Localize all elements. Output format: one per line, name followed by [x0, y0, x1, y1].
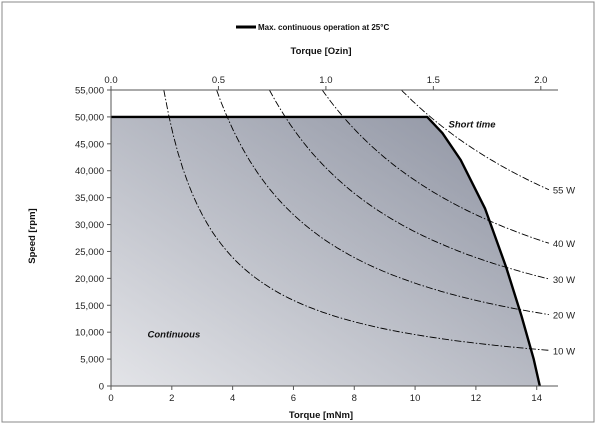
y-tick-label: 15,000: [75, 301, 104, 312]
y-tick-label: 50,000: [75, 112, 104, 123]
x-tick-label: 4: [230, 393, 235, 404]
region-label: Continuous: [147, 330, 200, 341]
power-curve-label: 20 W: [553, 311, 575, 322]
x-tick-label: 12: [471, 393, 482, 404]
x-tick-label: 10: [410, 393, 421, 404]
x-tick-label: 0: [108, 393, 113, 404]
y-tick-label: 30,000: [75, 220, 104, 231]
legend-label: Max. continuous operation at 25°C: [258, 23, 389, 32]
power-curve-label: 55 W: [553, 186, 575, 197]
x-primary-title: Torque [mNm]: [289, 410, 353, 421]
axes: [107, 86, 558, 390]
y-tick-label: 40,000: [75, 166, 104, 177]
x-secondary-tick-label: 0.5: [212, 75, 225, 86]
chart-border: [1, 1, 595, 423]
operating-area: [111, 116, 540, 387]
region-labels: Continuous Short time: [147, 120, 496, 341]
power-curve-label: 40 W: [553, 239, 575, 250]
y-tick-label: 35,000: [75, 193, 104, 204]
power-curve-10w: [163, 89, 549, 351]
continuous-region-fill: [111, 116, 540, 387]
power-curve-55w: [401, 89, 550, 191]
power-curves: 10 W 20 W 30 W 40 W 55 W: [163, 89, 575, 357]
max-continuous-boundary: [111, 115, 541, 387]
y-axis-title: Speed [rpm]: [27, 208, 38, 263]
x-secondary-title: Torque [Ozin]: [290, 46, 351, 57]
power-curve-label: 30 W: [553, 275, 575, 286]
power-curve-30w: [269, 89, 550, 280]
y-tick-label: 0: [99, 382, 104, 393]
x-tick-label: 14: [531, 393, 542, 404]
legend: Max. continuous operation at 25°C: [236, 23, 389, 32]
power-curve-20w: [216, 89, 549, 316]
y-tick-label: 20,000: [75, 274, 104, 285]
y-tick-label: 5,000: [80, 355, 104, 366]
x-tick-label: 8: [352, 393, 357, 404]
y-tick-label: 55,000: [75, 86, 104, 97]
x-tick-label: 2: [169, 393, 174, 404]
x-tick-label: 6: [291, 393, 296, 404]
x-secondary-tick-label: 1.0: [319, 75, 332, 86]
x-secondary-tick-label: 1.5: [427, 75, 440, 86]
y-tick-label: 25,000: [75, 247, 104, 258]
boundary-layer: [111, 115, 541, 387]
y-tick-label: 45,000: [75, 139, 104, 150]
y-tick-label: 10,000: [75, 328, 104, 339]
x-secondary-tick-label: 2.0: [534, 75, 547, 86]
power-curve-40w: [321, 89, 550, 244]
power-curve-label: 10 W: [553, 346, 575, 357]
region-label: Short time: [449, 120, 497, 131]
x-secondary-tick-label: 0.0: [104, 75, 117, 86]
tick-labels: 0 5,000 10,000 15,000 20,000 25,000 30,000 35,0…: [75, 75, 547, 404]
